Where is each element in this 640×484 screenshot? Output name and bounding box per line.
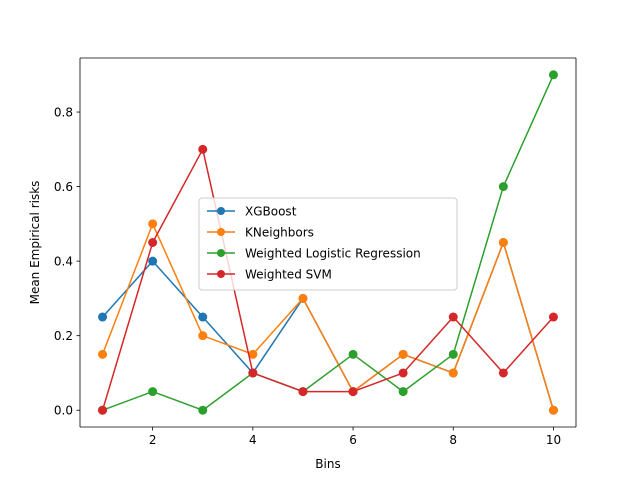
data-point (448, 312, 458, 322)
legend-label: XGBoost (245, 205, 297, 219)
legend-swatch-marker (217, 207, 225, 215)
series-2 (98, 219, 558, 415)
data-point (148, 238, 158, 247)
data-point (448, 349, 458, 359)
legend-item: Weighted SVM (207, 268, 332, 282)
data-point (248, 368, 258, 378)
y-tick-label: 0.2 (54, 329, 73, 343)
legend-item: Weighted Logistic Regression (207, 247, 421, 261)
x-tick-label: 2 (149, 433, 157, 447)
data-point (148, 256, 158, 266)
y-axis-ticks: 0.0 0.2 0.4 0.6 0.8 (54, 106, 80, 418)
data-point (348, 349, 358, 359)
y-axis-label: Mean Empirical risks (28, 181, 42, 305)
x-axis-label: Bins (315, 457, 340, 471)
series-line-2 (101, 223, 555, 411)
legend-item: XGBoost (207, 205, 297, 219)
legend-swatch-marker (217, 228, 225, 236)
legend: XGBoost KNeighbors Weighted Logistic Regre… (198, 197, 458, 291)
data-point (98, 405, 108, 415)
data-point (98, 312, 108, 322)
plot-frame (79, 57, 577, 428)
series-line-3 (102, 74, 555, 411)
y-tick-label: 0.4 (54, 255, 73, 269)
legend-swatch-marker (217, 249, 225, 257)
y-tick-label: 0.8 (54, 106, 73, 120)
data-point (498, 238, 508, 247)
x-tick-label: 8 (449, 433, 457, 447)
legend-label: KNeighbors (245, 226, 314, 240)
x-tick-label: 4 (249, 433, 257, 447)
data-point (498, 182, 508, 192)
y-tick-label: 0.6 (54, 180, 73, 194)
data-point (548, 312, 558, 322)
data-point (298, 293, 308, 303)
data-point (348, 387, 358, 397)
y-tick-label: 0.0 (54, 404, 73, 418)
data-point (198, 312, 208, 322)
x-tick-label: 6 (349, 433, 357, 447)
x-axis-ticks: 2 4 6 8 10 (149, 427, 561, 447)
data-point (198, 331, 208, 341)
data-point (398, 387, 408, 397)
legend-box (198, 197, 458, 291)
series-layer (98, 70, 558, 415)
data-point (298, 387, 308, 397)
data-point (198, 405, 208, 415)
data-point (548, 70, 558, 80)
data-point (548, 405, 558, 415)
data-point (198, 144, 208, 154)
data-point (448, 368, 458, 378)
data-point (98, 349, 108, 359)
series-4 (98, 144, 558, 415)
data-point (498, 368, 508, 378)
legend-item: KNeighbors (207, 226, 314, 240)
data-point (398, 368, 408, 378)
series-line-4 (101, 148, 555, 411)
x-tick-label: 10 (546, 433, 561, 447)
data-point (148, 387, 158, 397)
legend-label: Weighted SVM (245, 268, 332, 282)
legend-label: Weighted Logistic Regression (245, 247, 421, 261)
legend-swatch-marker (217, 270, 225, 278)
data-point (148, 219, 158, 229)
data-point (398, 349, 408, 359)
